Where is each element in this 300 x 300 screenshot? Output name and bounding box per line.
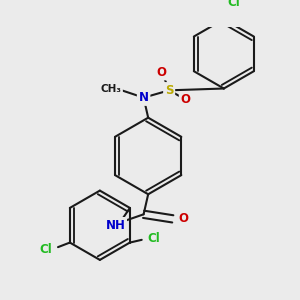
Text: NH: NH <box>105 219 125 232</box>
Text: O: O <box>157 66 167 79</box>
Text: S: S <box>165 84 173 97</box>
Text: Cl: Cl <box>227 0 240 9</box>
Text: N: N <box>139 91 148 104</box>
Text: Cl: Cl <box>147 232 160 244</box>
Text: Cl: Cl <box>40 243 52 256</box>
Text: O: O <box>181 93 190 106</box>
Text: O: O <box>179 212 189 225</box>
Text: CH₃: CH₃ <box>100 83 121 94</box>
